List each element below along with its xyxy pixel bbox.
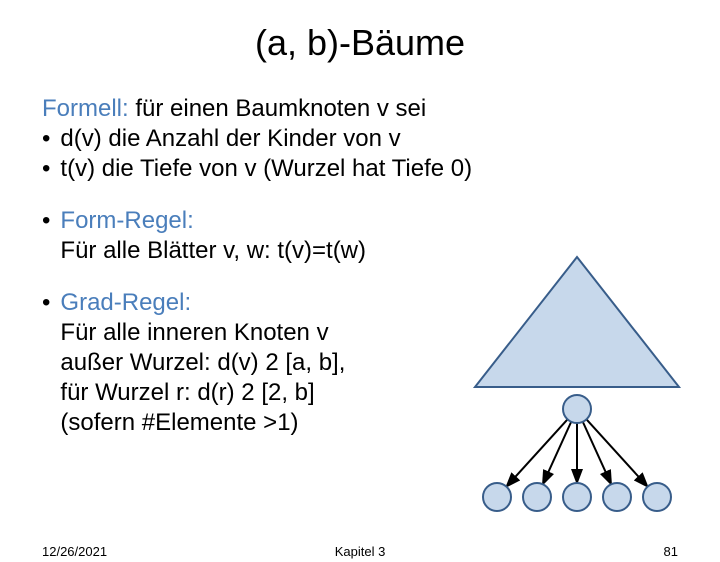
- intro-block: Formell: für einen Baumknoten v sei • d(…: [42, 94, 700, 184]
- grad-rule-body-1: Für alle inneren Knoten v: [60, 318, 345, 348]
- intro-bullet-2: • t(v) die Tiefe von v (Wurzel hat Tiefe…: [42, 154, 700, 184]
- tree-triangle: [475, 257, 679, 387]
- child-node: [643, 483, 671, 511]
- bullet-dot: •: [42, 154, 50, 184]
- intro-bullet-1-text: d(v) die Anzahl der Kinder von v: [60, 124, 400, 154]
- grad-rule-body-3: für Wurzel r: d(r) 2 [2, b]: [60, 378, 345, 408]
- page-title: (a, b)-Bäume: [0, 22, 720, 64]
- intro-bullet-2-text: t(v) die Tiefe von v (Wurzel hat Tiefe 0…: [60, 154, 472, 184]
- grad-rule-body-4: (sofern #Elemente >1): [60, 408, 345, 438]
- child-node: [523, 483, 551, 511]
- children-group: [483, 483, 671, 511]
- bullet-dot: •: [42, 124, 50, 154]
- bullet-dot: •: [42, 288, 50, 318]
- footer-chapter: Kapitel 3: [335, 544, 386, 559]
- grad-rule-body-2: außer Wurzel: d(v) 2 [a, b],: [60, 348, 345, 378]
- form-rule-label: Form-Regel:: [60, 206, 366, 236]
- intro-formell: Formell:: [42, 95, 129, 122]
- root-node: [563, 395, 591, 423]
- arrows-group: [508, 419, 646, 485]
- grad-rule-block: • Grad-Regel: Für alle inneren Knoten v …: [42, 288, 462, 438]
- grad-rule-label: Grad-Regel:: [60, 288, 345, 318]
- bullet-dot: •: [42, 206, 50, 236]
- child-node: [603, 483, 631, 511]
- footer-page: 81: [664, 544, 678, 559]
- form-rule-body: Für alle Blätter v, w: t(v)=t(w): [60, 236, 366, 266]
- child-node: [563, 483, 591, 511]
- intro-bullet-1: • d(v) die Anzahl der Kinder von v: [42, 124, 700, 154]
- tree-edge: [508, 419, 568, 485]
- intro-line1: Formell: für einen Baumknoten v sei: [42, 94, 700, 124]
- intro-rest: für einen Baumknoten v sei: [129, 95, 427, 122]
- tree-diagram: [455, 252, 700, 532]
- footer-date: 12/26/2021: [42, 544, 107, 559]
- tree-edge: [586, 419, 646, 485]
- child-node: [483, 483, 511, 511]
- form-rule-block: • Form-Regel: Für alle Blätter v, w: t(v…: [42, 206, 462, 266]
